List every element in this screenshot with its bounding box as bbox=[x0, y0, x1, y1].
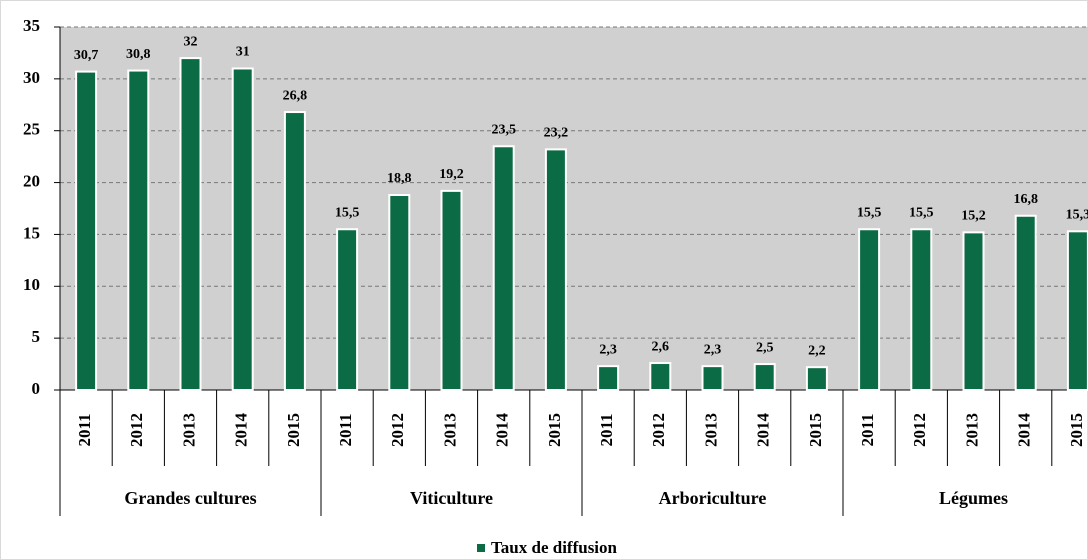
x-tick-label: 2012 bbox=[649, 413, 668, 447]
bar bbox=[805, 366, 828, 392]
bar bbox=[336, 228, 359, 391]
data-label: 15,5 bbox=[909, 205, 934, 220]
data-label: 30,7 bbox=[74, 48, 99, 63]
data-label: 2,3 bbox=[599, 342, 617, 357]
x-tick-label: 2014 bbox=[493, 413, 512, 448]
legend-swatch bbox=[477, 544, 485, 552]
data-label: 32 bbox=[184, 34, 198, 49]
data-label: 23,2 bbox=[544, 126, 569, 141]
bar bbox=[649, 362, 672, 391]
y-tick-label: 35 bbox=[23, 16, 40, 35]
y-tick-label: 10 bbox=[23, 275, 40, 294]
data-label: 15,3 bbox=[1066, 208, 1088, 223]
data-label: 23,5 bbox=[491, 122, 516, 137]
x-tick-label: 2014 bbox=[754, 413, 773, 448]
bar bbox=[1066, 230, 1088, 391]
bar bbox=[75, 70, 98, 392]
data-label: 2,5 bbox=[756, 340, 774, 355]
data-label: 15,5 bbox=[857, 205, 882, 220]
data-label: 2,2 bbox=[808, 343, 826, 358]
x-tick-label: 2015 bbox=[545, 413, 564, 447]
group-label: Légumes bbox=[939, 488, 1008, 508]
y-tick-label: 5 bbox=[32, 327, 41, 346]
data-label: 18,8 bbox=[387, 171, 412, 186]
bar bbox=[388, 194, 411, 391]
group-label: Grandes cultures bbox=[124, 488, 256, 508]
group-label: Arboriculture bbox=[659, 488, 767, 508]
data-label: 2,3 bbox=[704, 342, 722, 357]
bar bbox=[283, 111, 306, 391]
x-tick-label: 2011 bbox=[858, 413, 877, 446]
bar bbox=[753, 363, 776, 392]
bar bbox=[544, 148, 567, 391]
data-label: 19,2 bbox=[439, 167, 464, 182]
x-tick-label: 2013 bbox=[701, 413, 720, 447]
data-label: 2,6 bbox=[652, 339, 670, 354]
data-label: 15,5 bbox=[335, 205, 360, 220]
x-tick-label: 2011 bbox=[75, 413, 94, 446]
x-tick-label: 2012 bbox=[910, 413, 929, 447]
y-tick-label: 15 bbox=[23, 223, 40, 242]
y-tick-label: 30 bbox=[23, 68, 40, 87]
legend-label: Taux de diffusion bbox=[491, 538, 618, 557]
bar bbox=[910, 228, 933, 391]
y-tick-label: 25 bbox=[23, 120, 40, 139]
bar bbox=[127, 69, 150, 391]
x-tick-label: 2013 bbox=[179, 413, 198, 447]
bar bbox=[231, 67, 254, 391]
bar bbox=[701, 365, 724, 392]
bar bbox=[179, 57, 202, 391]
x-tick-label: 2011 bbox=[597, 413, 616, 446]
data-label: 15,2 bbox=[961, 209, 986, 224]
x-tick-label: 2014 bbox=[232, 413, 251, 448]
plot-area bbox=[60, 27, 1088, 390]
x-tick-label: 2012 bbox=[127, 413, 146, 447]
bar bbox=[1014, 214, 1037, 391]
y-tick-label: 0 bbox=[32, 379, 41, 398]
data-label: 16,8 bbox=[1013, 192, 1038, 207]
x-tick-label: 2012 bbox=[388, 413, 407, 447]
x-tick-label: 2014 bbox=[1015, 413, 1034, 448]
bar bbox=[492, 145, 515, 391]
x-tick-label: 2013 bbox=[440, 413, 459, 447]
x-tick-label: 2013 bbox=[962, 413, 981, 447]
x-tick-label: 2011 bbox=[336, 413, 355, 446]
data-label: 30,8 bbox=[126, 47, 151, 62]
group-label: Viticulture bbox=[410, 488, 493, 508]
x-tick-label: 2015 bbox=[806, 413, 825, 447]
bar bbox=[440, 189, 463, 391]
data-label: 31 bbox=[236, 45, 250, 60]
data-label: 26,8 bbox=[283, 88, 308, 103]
bar bbox=[597, 365, 620, 392]
y-tick-label: 20 bbox=[23, 171, 40, 190]
x-tick-label: 2015 bbox=[284, 413, 303, 447]
x-tick-label: 2015 bbox=[1067, 413, 1086, 447]
bar bbox=[962, 231, 985, 391]
bar bbox=[858, 228, 881, 391]
